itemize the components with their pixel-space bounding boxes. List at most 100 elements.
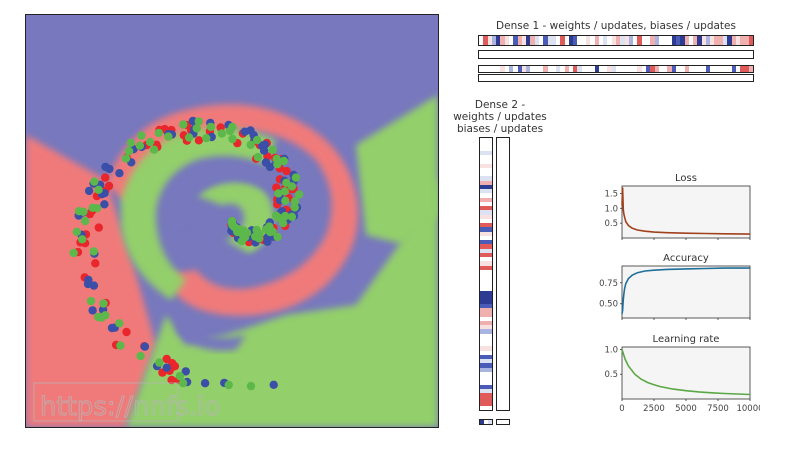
region-class2-right	[356, 95, 438, 245]
scatter-point-class2	[164, 132, 173, 141]
weight-cell	[497, 244, 509, 249]
weight-cell	[480, 159, 492, 164]
scatter-point-class1	[84, 186, 94, 196]
weight-cell	[491, 66, 497, 72]
dense2-title: Dense 2 - weights / updates biases / upd…	[440, 99, 560, 135]
scatter-point-class2	[206, 122, 215, 132]
weight-cell	[508, 75, 514, 81]
weight-cell	[568, 51, 574, 58]
weight-cell	[480, 333, 492, 338]
weight-cell	[693, 51, 698, 58]
weight-cell	[500, 66, 505, 72]
weight-cell	[480, 269, 492, 274]
weight-cell	[480, 354, 492, 359]
weight-cell	[744, 66, 749, 72]
weight-cell	[480, 227, 492, 232]
weight-cell	[624, 36, 629, 45]
weight-cell	[727, 75, 732, 81]
weight-cell	[480, 346, 492, 351]
weight-cell	[560, 36, 565, 45]
weight-cell	[497, 342, 509, 347]
weight-cell	[497, 206, 509, 211]
weight-cell	[487, 36, 492, 45]
weight-cell	[628, 66, 634, 72]
weight-cell	[480, 184, 492, 189]
weight-cell	[517, 66, 522, 72]
scatter-point-class2	[86, 296, 96, 306]
weight-cell	[748, 51, 753, 58]
dense2-title-line3: biases / updates	[456, 123, 544, 135]
weight-cell	[633, 75, 638, 81]
weight-cell	[487, 66, 492, 72]
weight-cell	[581, 51, 587, 58]
scatter-point-class1	[181, 367, 190, 376]
scatter-point-class2	[268, 227, 277, 236]
weight-cell	[517, 51, 522, 58]
weight-cell	[497, 350, 509, 355]
weight-cell	[513, 51, 518, 58]
weight-cell	[590, 36, 595, 45]
weight-cell	[663, 75, 668, 81]
weight-cell	[479, 75, 484, 81]
weight-cell	[658, 66, 664, 72]
weight-cell	[480, 420, 484, 424]
weight-cell	[497, 320, 509, 325]
weight-cell	[628, 51, 634, 58]
weight-cell	[667, 51, 672, 58]
weight-cell	[551, 36, 557, 45]
weight-cell	[620, 36, 625, 45]
scatter-point-class2	[137, 131, 146, 140]
weight-cell	[521, 75, 527, 81]
weight-cell	[628, 36, 634, 45]
weight-cell	[534, 36, 539, 45]
weight-cell	[497, 155, 509, 160]
weight-cell	[487, 75, 492, 81]
scatter-point-class2	[279, 156, 289, 166]
weight-cell	[658, 51, 664, 58]
weight-cell	[607, 75, 612, 81]
weight-cell	[688, 36, 694, 45]
weight-cell	[497, 329, 509, 334]
weight-cell	[508, 66, 514, 72]
weight-cell	[480, 401, 492, 406]
weight-cell	[731, 66, 736, 72]
weight-cell	[654, 36, 659, 45]
weight-cell	[480, 180, 492, 185]
weight-cell	[497, 354, 509, 359]
weight-cell	[480, 223, 492, 228]
weight-cell	[497, 286, 509, 291]
weight-cell	[697, 51, 702, 58]
weight-cell	[675, 75, 681, 81]
region-class2-spiral	[121, 127, 276, 300]
weight-cell	[497, 261, 509, 266]
weight-cell	[480, 320, 492, 325]
scatter-point-class2	[88, 203, 97, 212]
scatter-point-class2	[246, 140, 255, 149]
weight-cell	[480, 295, 492, 300]
scatter-point-class2	[273, 232, 282, 242]
weight-cell	[484, 420, 488, 424]
weight-cell	[513, 36, 518, 45]
weight-cell	[594, 36, 599, 45]
weight-cell	[586, 75, 591, 81]
scatter-point-class1	[100, 200, 109, 209]
weight-cell	[581, 66, 587, 72]
weight-cell	[573, 75, 578, 81]
scatter-point-class2	[290, 203, 299, 212]
weight-cell	[480, 167, 492, 172]
weight-cell	[547, 75, 552, 81]
weight-cell	[480, 316, 492, 321]
weight-cell	[556, 66, 561, 72]
weight-cell	[480, 380, 492, 385]
scatter-point-class2	[290, 197, 300, 206]
weight-cell	[680, 66, 685, 72]
weight-cell	[573, 51, 578, 58]
weight-cell	[556, 51, 561, 58]
weight-cell	[645, 36, 651, 45]
weight-cell	[701, 51, 706, 58]
weight-cell	[705, 36, 711, 45]
weight-cell	[624, 51, 629, 58]
watermark-text: https://nnfs.io	[40, 392, 220, 422]
weight-cell	[497, 325, 509, 330]
weight-cell	[530, 36, 535, 45]
